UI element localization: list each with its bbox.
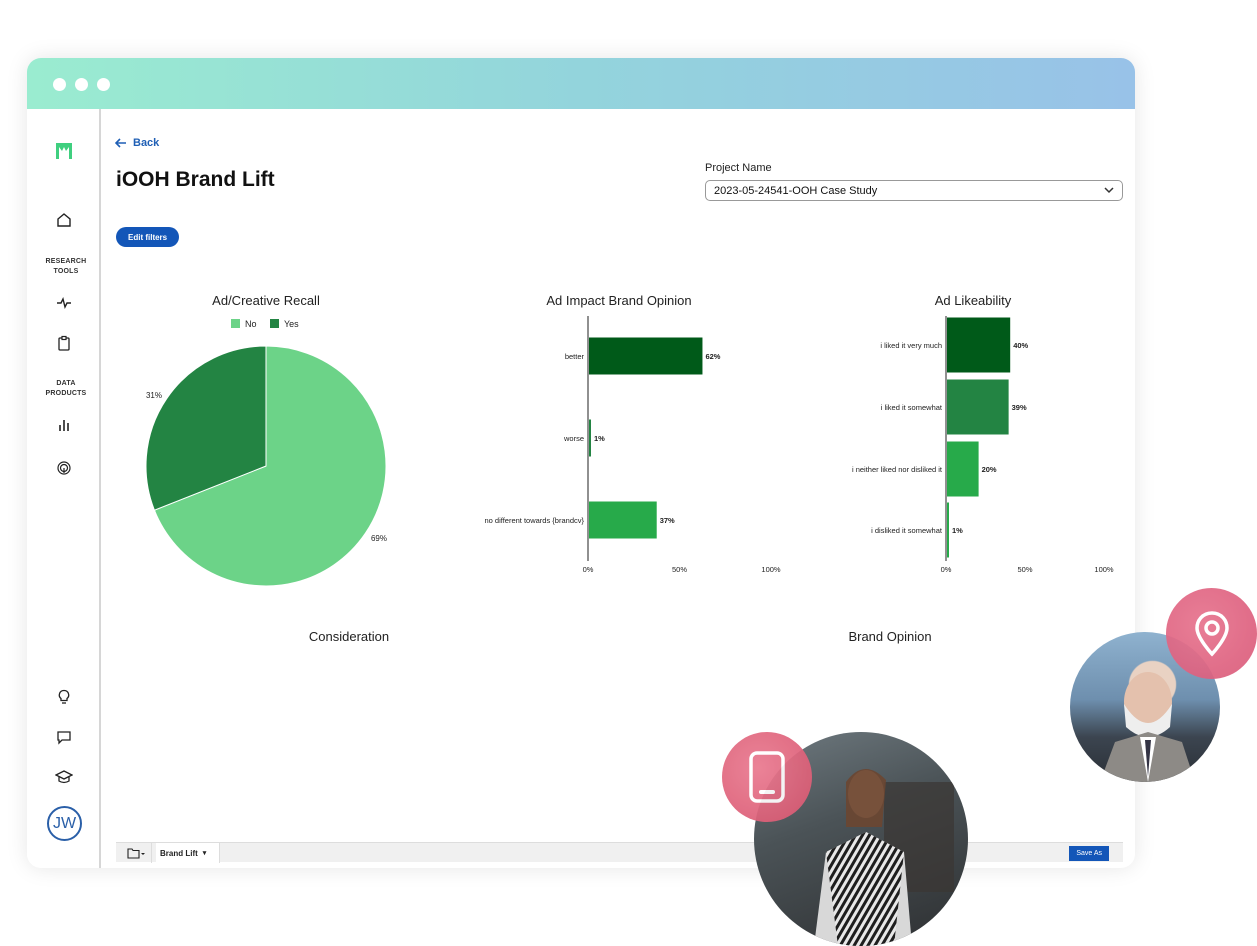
main-content: Back iOOH Brand Lift Edit filters Projec… [103,109,1135,868]
sidebar: RESEARCH TOOLS DATA PRODUCTS JW [27,109,101,868]
pulse-icon[interactable] [54,293,74,313]
window-titlebar [27,58,1135,109]
woman-photo [754,732,968,946]
window-dot [97,78,110,91]
phone-badge [722,732,812,822]
window-dot [53,78,66,91]
page-title: iOOH Brand Lift [116,168,275,191]
research-tools-label: RESEARCH TOOLS [45,258,87,275]
back-link[interactable]: Back [115,137,159,149]
back-label: Back [133,137,160,149]
bottom-toolbar: Brand Lift ▾ Save As [116,842,1123,863]
mobile-phone-icon [749,751,785,803]
project-name-label: Project Name [705,162,772,174]
logo-icon[interactable] [54,141,74,161]
caret-down-icon: ▾ [202,850,207,857]
folder-menu[interactable] [120,843,152,863]
data-products-label: DATA PRODUCTS [45,380,87,397]
chevron-down-icon [1104,187,1114,194]
lightbulb-icon[interactable] [54,687,74,707]
location-pin-badge [1166,588,1257,679]
project-name-value: 2023-05-24541-OOH Case Study [714,184,878,197]
project-name-select[interactable]: 2023-05-24541-OOH Case Study [705,180,1123,201]
home-icon[interactable] [54,210,74,230]
tab-brand-lift-label: Brand Lift [160,848,198,858]
app-window: RESEARCH TOOLS DATA PRODUCTS JW Back iO [27,58,1135,868]
location-pin-icon [1194,610,1229,657]
window-dot [75,78,88,91]
fingerprint-icon[interactable] [54,458,74,478]
clipboard-icon[interactable] [54,333,74,353]
graduation-cap-icon[interactable] [54,767,74,787]
bar-chart-icon[interactable] [54,415,74,435]
chat-icon[interactable] [54,727,74,747]
user-avatar[interactable]: JW [47,806,82,841]
edit-filters-button[interactable]: Edit filters [116,227,180,247]
folder-icon [126,848,145,859]
arrow-left-icon [115,138,126,148]
save-as-button[interactable]: Save As [1069,846,1109,861]
tab-brand-lift[interactable]: Brand Lift ▾ [156,843,220,863]
